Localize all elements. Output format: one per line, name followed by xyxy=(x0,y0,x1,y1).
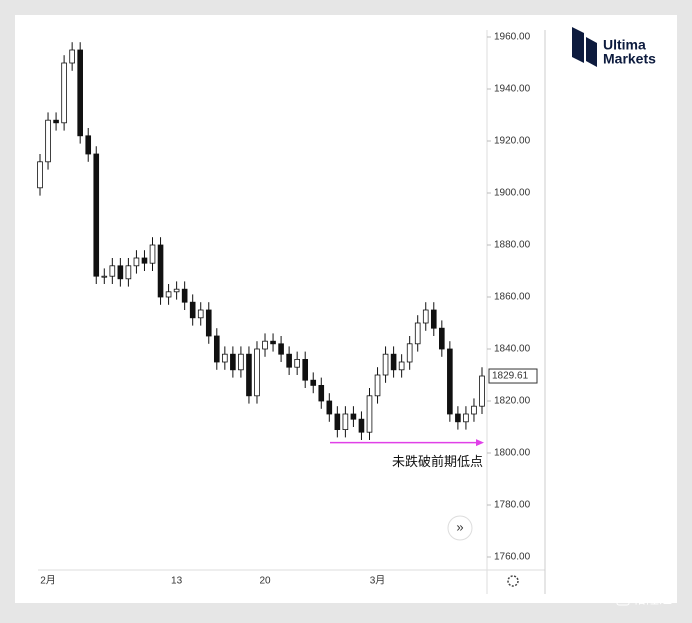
candle-body xyxy=(374,374,381,397)
candle-body xyxy=(69,49,75,64)
candle-body xyxy=(414,322,421,345)
y-tick-label: 1960.00 xyxy=(494,32,531,43)
candle-body xyxy=(422,309,429,324)
scroll-icon: » xyxy=(456,519,463,534)
candle-body xyxy=(125,265,132,280)
candle-body xyxy=(93,153,100,277)
candle-body xyxy=(101,275,108,278)
settings-icon[interactable] xyxy=(507,575,519,587)
candle-body xyxy=(286,353,292,368)
candle-body xyxy=(246,353,252,397)
y-tick-label: 1840.00 xyxy=(494,344,531,355)
card xyxy=(15,15,677,603)
candle-body xyxy=(471,405,477,415)
candle-body xyxy=(230,353,236,371)
x-tick-label: 3月 xyxy=(370,575,386,587)
candle-body xyxy=(133,257,140,267)
candle-body xyxy=(310,379,317,386)
candle-body xyxy=(358,418,365,433)
annotation-text: 未跌破前期低点 xyxy=(392,454,483,469)
candle-body xyxy=(302,358,309,381)
candle-body xyxy=(213,335,220,363)
last-price-box xyxy=(488,368,538,384)
x-tick-label: 2月 xyxy=(40,575,56,587)
logo-text: Ultima xyxy=(603,37,646,53)
candle-body xyxy=(294,358,300,368)
candle-body xyxy=(238,353,244,371)
candle-body xyxy=(463,413,469,423)
candle-body xyxy=(181,288,188,303)
candle-body xyxy=(278,343,284,355)
candle-body xyxy=(326,400,333,415)
candle-body xyxy=(479,375,485,407)
scroll-button[interactable] xyxy=(447,515,473,541)
last-price-label: 1829.61 xyxy=(492,371,529,382)
candle-body xyxy=(45,119,51,163)
y-tick-label: 1900.00 xyxy=(494,188,531,199)
candle-body xyxy=(334,413,341,431)
candle-body xyxy=(197,309,204,319)
annotation-arrowhead xyxy=(476,439,484,447)
y-tick-label: 1880.00 xyxy=(494,240,531,251)
candle-body xyxy=(165,291,172,298)
y-tick-label: 1920.00 xyxy=(494,136,531,147)
logo-icon xyxy=(572,27,597,67)
x-tick-label: 13 xyxy=(171,576,183,587)
y-tick-label: 1760.00 xyxy=(494,552,531,563)
candle-body xyxy=(53,119,59,124)
candle-body xyxy=(37,161,43,189)
candle-body xyxy=(149,244,156,264)
y-tick-label: 1860.00 xyxy=(494,292,531,303)
candle-body xyxy=(406,343,413,363)
candle-body xyxy=(173,288,180,293)
candle-body xyxy=(157,244,164,298)
watermark-icon xyxy=(616,592,630,606)
candle-body xyxy=(270,340,276,345)
candle-body xyxy=(398,361,405,371)
candle-body xyxy=(109,265,116,277)
candle-body xyxy=(117,265,124,280)
candle-body xyxy=(61,62,67,124)
y-tick-label: 1940.00 xyxy=(494,84,531,95)
candle-body xyxy=(390,353,397,371)
candle-body xyxy=(222,353,228,363)
candle-body xyxy=(77,49,83,137)
candle-body xyxy=(455,413,461,423)
y-tick-label: 1780.00 xyxy=(494,500,531,511)
candle-body xyxy=(189,301,196,319)
candle-body xyxy=(447,348,453,415)
candle-body xyxy=(205,309,212,337)
candle-body xyxy=(439,327,445,350)
y-tick-label: 1800.00 xyxy=(494,448,531,459)
candle-body xyxy=(85,135,92,155)
candle-body xyxy=(254,348,260,397)
logo-text: Markets xyxy=(603,51,656,67)
candle-body xyxy=(262,340,268,350)
candle-body xyxy=(350,413,357,420)
candle-body xyxy=(318,384,325,402)
candle-body xyxy=(141,257,148,264)
candle-body xyxy=(382,353,389,376)
candle-body xyxy=(366,395,373,433)
watermark: 格隆汇 xyxy=(633,591,672,606)
candle-body xyxy=(430,309,437,329)
candle-body xyxy=(342,413,349,431)
y-tick-label: 1820.00 xyxy=(494,396,531,407)
x-tick-label: 20 xyxy=(259,576,271,587)
